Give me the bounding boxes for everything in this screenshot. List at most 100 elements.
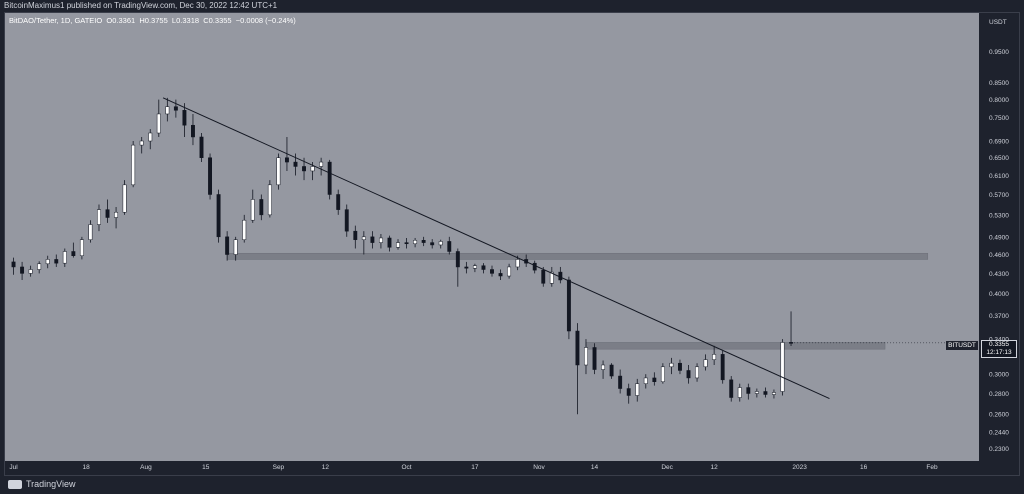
candle-down <box>430 242 435 246</box>
candle-down <box>182 110 187 126</box>
candle-up <box>37 263 42 270</box>
candle-down <box>353 230 358 240</box>
candle-down <box>105 209 110 218</box>
legend-h-value: 0.3755 <box>144 16 168 25</box>
y-tick-label: 0.2300 <box>989 446 1009 453</box>
x-tick-label: Sep <box>273 464 285 471</box>
chart-frame <box>4 12 1020 476</box>
y-tick-label: 0.3000 <box>989 372 1009 379</box>
candle-down <box>54 259 59 264</box>
candle-down <box>20 266 25 274</box>
x-tick-label: 15 <box>202 464 210 471</box>
tradingview-logo-icon <box>8 479 22 489</box>
y-tick-label: 0.4600 <box>989 252 1009 259</box>
x-tick-label: Dec <box>661 464 673 471</box>
candle-down <box>284 157 289 163</box>
candle-up <box>131 144 136 186</box>
candle-down <box>421 240 426 243</box>
candle-up <box>780 342 785 392</box>
candle-down <box>191 124 195 138</box>
candle-down <box>216 194 221 238</box>
candle-up <box>737 387 742 398</box>
symbol-price-tag: BITUSDT <box>946 341 978 350</box>
tradingview-logo[interactable]: TradingView <box>8 479 76 489</box>
candle-down <box>498 273 503 277</box>
candle-down <box>566 279 571 332</box>
x-tick-label: 2023 <box>792 464 807 471</box>
y-tick-label: 0.2800 <box>989 391 1009 398</box>
candle-down <box>532 262 537 271</box>
y-tick-label: 0.4000 <box>989 291 1009 298</box>
candle-up <box>148 132 153 142</box>
candle-up <box>771 392 776 395</box>
legend-c-label: C <box>203 16 209 25</box>
tradingview-brand: TradingView <box>26 479 76 489</box>
x-tick-label: 16 <box>860 464 868 471</box>
y-tick-label: 0.5700 <box>989 192 1009 199</box>
candle-up <box>635 383 640 396</box>
publisher-bar: BitcoinMaximus1 published on TradingView… <box>0 0 1024 12</box>
y-tick-label: 0.6100 <box>989 173 1009 180</box>
y-tick-label: 0.8500 <box>989 80 1009 87</box>
legend-o-label: O <box>106 16 113 25</box>
candle-up <box>643 377 648 384</box>
candle-up <box>28 269 33 274</box>
candle-down <box>678 362 682 371</box>
candle-down <box>609 364 614 377</box>
candle-up <box>660 366 665 382</box>
plot-area[interactable] <box>5 13 979 461</box>
candle-up <box>515 259 520 268</box>
candle-up <box>319 161 324 167</box>
legend-c-value: 0.3355 <box>208 16 232 25</box>
candle-down <box>592 347 597 370</box>
candle-down <box>720 354 725 381</box>
legend-h-label: H <box>139 16 145 25</box>
legend-l-label: L <box>171 16 177 25</box>
candle-up <box>754 391 759 394</box>
time-axis[interactable] <box>5 461 979 475</box>
candle-down <box>199 136 204 158</box>
candle-up <box>233 239 238 255</box>
candle-down <box>387 237 392 248</box>
candle-up <box>276 157 281 186</box>
legend-symbol: BitDAO/Tether, 1D, GATEIO <box>9 16 103 25</box>
bar-countdown: 12:17:13 <box>986 349 1012 356</box>
candle-up <box>267 184 272 216</box>
candle-down <box>173 106 178 111</box>
candle-up <box>62 251 67 264</box>
candle-up <box>438 241 443 246</box>
candle-down <box>455 251 460 268</box>
x-tick-label: Jul <box>9 464 18 471</box>
x-tick-label: 12 <box>711 464 719 471</box>
price-axis[interactable] <box>979 13 1019 461</box>
candle-down <box>336 194 341 210</box>
candle-up <box>669 362 674 368</box>
candle-down <box>404 242 409 245</box>
candle-down <box>575 330 580 366</box>
candle-up <box>97 209 101 225</box>
resistance-zone-1 <box>226 252 929 260</box>
candle-up <box>507 266 512 277</box>
candle-up <box>712 354 717 360</box>
y-tick-label: 0.6500 <box>989 155 1009 162</box>
resistance-zone-2 <box>585 342 886 350</box>
candle-up <box>413 240 418 245</box>
candle-down <box>464 266 469 269</box>
legend-o-value: 0.3361 <box>112 16 136 25</box>
candle-down <box>370 236 375 243</box>
y-tick-label: 0.4900 <box>989 234 1009 241</box>
descending-trendline <box>162 97 830 399</box>
candle-down <box>447 241 452 252</box>
x-tick-label: 17 <box>471 464 479 471</box>
candle-down <box>481 265 486 270</box>
candle-up <box>242 219 247 240</box>
x-tick-label: Feb <box>926 464 938 471</box>
y-tick-label: 0.9500 <box>989 49 1009 56</box>
x-tick-label: Nov <box>533 464 545 471</box>
candle-down <box>626 388 631 396</box>
x-tick-label: 14 <box>591 464 599 471</box>
footer-bar: TradingView <box>0 476 1024 494</box>
candle-down <box>293 161 298 167</box>
candle-down <box>302 166 306 172</box>
candle-up <box>139 140 144 146</box>
